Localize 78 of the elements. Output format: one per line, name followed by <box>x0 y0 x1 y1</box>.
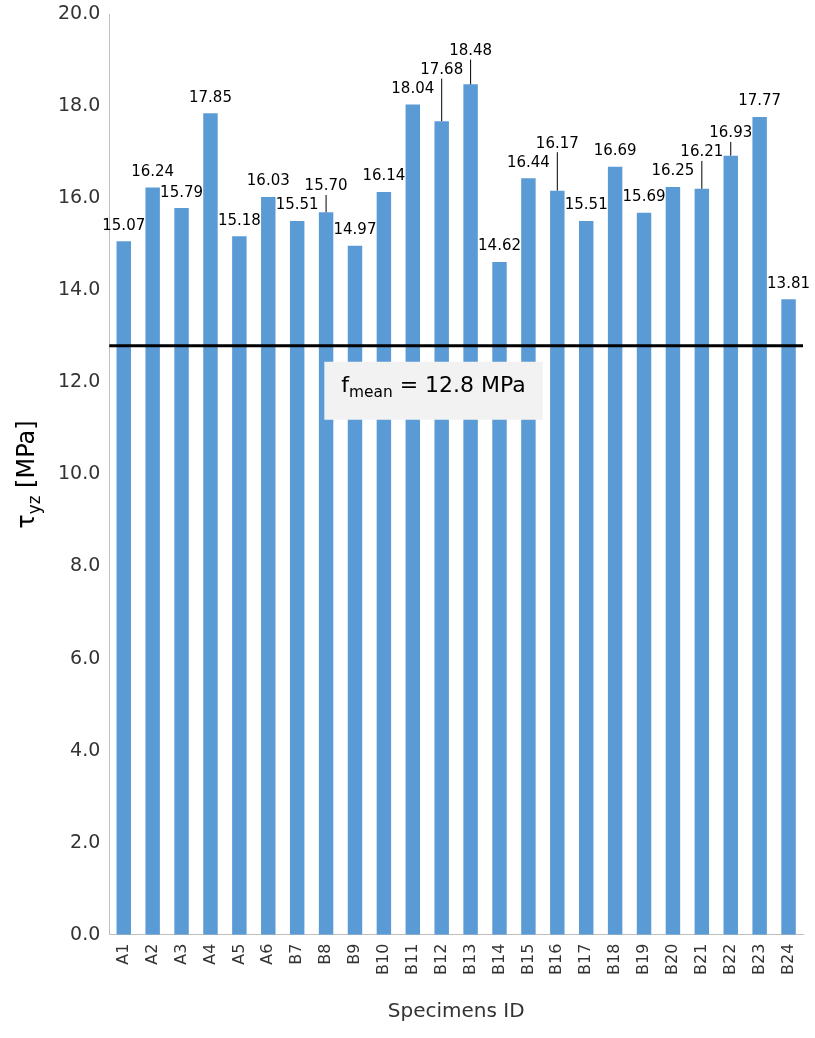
data-label: 15.69 <box>622 187 666 206</box>
bar <box>145 187 160 935</box>
bar <box>116 241 131 935</box>
data-label: 15.07 <box>102 215 146 234</box>
y-tick-label: 18.0 <box>57 93 101 116</box>
y-axis-title: τyz [MPa] <box>12 420 44 529</box>
bar <box>289 221 305 935</box>
bar <box>694 188 710 935</box>
data-label: 15.18 <box>217 210 261 229</box>
x-tick-label: B15 <box>517 943 537 976</box>
data-label: 16.14 <box>362 166 406 185</box>
x-tick-label: B19 <box>633 943 653 976</box>
data-label: 17.77 <box>738 91 782 110</box>
data-label: 13.81 <box>767 273 811 292</box>
y-tick-label: 10.0 <box>57 461 101 484</box>
bar <box>723 155 738 935</box>
bar <box>752 117 767 935</box>
data-label: 17.85 <box>188 87 232 106</box>
x-tick-label: B20 <box>662 943 682 976</box>
data-label: 16.69 <box>593 141 637 160</box>
x-tick-label: B11 <box>401 943 421 976</box>
y-tick-label: 2.0 <box>70 829 101 852</box>
y-tick-label: 12.0 <box>57 369 101 392</box>
bar <box>636 212 652 935</box>
bar <box>607 166 623 935</box>
y-tick-label: 20.0 <box>57 1 101 24</box>
data-label: 16.93 <box>709 123 753 142</box>
data-label: 14.97 <box>333 220 377 239</box>
bar <box>318 212 334 935</box>
x-tick-label: B14 <box>488 943 508 976</box>
bar <box>665 186 681 935</box>
data-label: 15.51 <box>564 195 608 214</box>
x-tick-label: B7 <box>286 943 306 965</box>
data-label: 15.79 <box>160 182 204 201</box>
x-tick-label: B23 <box>748 943 768 976</box>
x-tick-label: A4 <box>199 943 219 965</box>
bar <box>781 299 796 935</box>
x-tick-label: B17 <box>575 943 595 976</box>
bar <box>232 236 247 935</box>
data-label: 18.48 <box>449 40 493 59</box>
x-axis-title: Specimens ID <box>387 998 525 1023</box>
x-tick-label: B16 <box>546 943 566 976</box>
data-label: 16.24 <box>131 161 175 180</box>
data-label: 16.17 <box>535 133 579 152</box>
bar <box>261 197 276 935</box>
data-label: 15.70 <box>304 176 348 195</box>
data-label: 14.62 <box>478 236 521 255</box>
data-label: 16.25 <box>651 161 695 180</box>
x-tick-label: A3 <box>170 943 190 965</box>
data-label: 15.51 <box>275 195 319 214</box>
x-tick-label: A5 <box>228 943 248 965</box>
y-tick-label: 14.0 <box>57 277 101 300</box>
x-tick-label: B8 <box>315 943 335 965</box>
data-label: 17.68 <box>420 59 464 78</box>
x-tick-label: A1 <box>112 943 132 965</box>
x-tick-label: B21 <box>690 943 710 976</box>
y-tick-label: 8.0 <box>70 553 101 576</box>
x-tick-label: B18 <box>604 943 624 976</box>
y-tick-label: 16.0 <box>57 185 101 208</box>
x-tick-label: B13 <box>459 943 479 976</box>
data-label: 18.04 <box>391 78 435 97</box>
bar <box>550 190 565 935</box>
data-label: 16.44 <box>506 152 550 171</box>
bar <box>174 208 189 935</box>
x-tick-label: B12 <box>430 943 450 976</box>
y-tick-label: 0.0 <box>70 921 101 944</box>
x-tick-label: B10 <box>373 943 393 976</box>
bar <box>203 113 218 935</box>
y-tick-label: 4.0 <box>70 737 101 760</box>
data-label: 16.03 <box>246 171 290 190</box>
x-tick-label: A2 <box>141 943 161 965</box>
data-label: 16.21 <box>680 142 724 161</box>
x-tick-label: B22 <box>719 943 739 976</box>
y-tick-label: 6.0 <box>70 645 101 668</box>
x-tick-label: B9 <box>344 943 364 965</box>
x-tick-label: B24 <box>777 943 797 976</box>
bar <box>578 221 594 935</box>
x-tick-label: A6 <box>257 943 277 965</box>
